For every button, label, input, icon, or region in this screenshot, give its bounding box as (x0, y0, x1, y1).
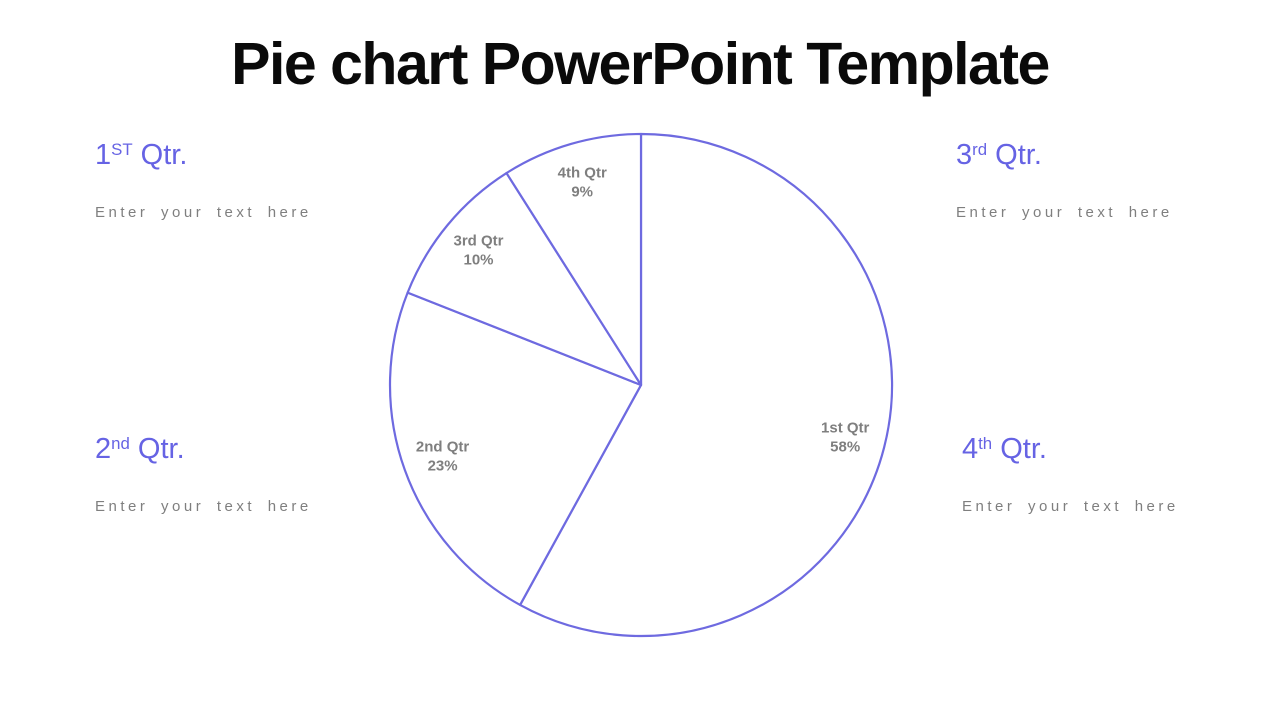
pie-slice-4th-qtr (505, 132, 643, 387)
pie-slice-2nd-qtr (388, 291, 643, 607)
pie-slice-3rd-qtr (406, 171, 643, 387)
heading-rest: Qtr. (992, 433, 1047, 465)
text-block-2nd-qtr: 2nd Qtr. Enter your text here (95, 431, 395, 515)
text-block-1st-qtr: 1ST Qtr. Enter your text here (95, 137, 395, 221)
text-block-4th-qtr: 4th Qtr. Enter your text here (962, 431, 1262, 515)
pie-label-percent: 58% (830, 438, 860, 455)
heading-ordinal: rd (972, 140, 988, 160)
placeholder-text-4th-qtr: Enter your text here (962, 498, 1179, 515)
heading-3rd-qtr: 3rd Qtr. (956, 137, 1256, 177)
heading-rest: Qtr. (129, 433, 185, 465)
heading-number: 4 (962, 433, 979, 465)
pie-label-percent: 23% (428, 457, 458, 474)
pie-label-category: 3rd Qtr (453, 233, 503, 250)
heading-rest: Qtr. (987, 139, 1042, 171)
heading-number: 3 (956, 139, 973, 171)
placeholder-text-3rd-qtr: Enter your text here (956, 204, 1173, 221)
heading-number: 2 (95, 433, 112, 465)
text-block-3rd-qtr: 3rd Qtr. Enter your text here (956, 137, 1256, 221)
pie-slice-1st-qtr (518, 132, 894, 638)
slide-title: Pie chart PowerPoint Template (231, 31, 1050, 97)
heading-ordinal: ST (111, 140, 133, 160)
pie-label-category: 4th Qtr (558, 165, 607, 182)
heading-4th-qtr: 4th Qtr. (962, 431, 1262, 471)
heading-number: 1 (95, 139, 112, 171)
pie-label-category: 1st Qtr (821, 419, 870, 436)
heading-1st-qtr: 1ST Qtr. (95, 137, 395, 177)
heading-ordinal: th (978, 434, 993, 454)
heading-rest: Qtr. (132, 139, 188, 171)
heading-ordinal: nd (111, 434, 130, 454)
pie-label-category: 2nd Qtr (416, 438, 469, 455)
heading-2nd-qtr: 2nd Qtr. (95, 431, 395, 471)
placeholder-text-2nd-qtr: Enter your text here (95, 498, 312, 515)
pie-label-percent: 9% (571, 184, 593, 201)
placeholder-text-1st-qtr: Enter your text here (95, 204, 312, 221)
pie-label-percent: 10% (463, 252, 493, 269)
